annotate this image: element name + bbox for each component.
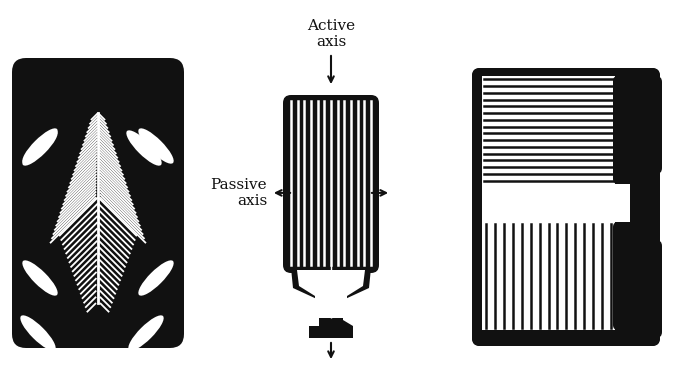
Bar (482, 76, 615, 184)
Ellipse shape (138, 261, 173, 296)
FancyBboxPatch shape (612, 240, 662, 338)
Bar (482, 184, 630, 222)
FancyBboxPatch shape (612, 76, 662, 174)
FancyBboxPatch shape (613, 222, 656, 330)
Ellipse shape (126, 130, 162, 166)
Bar (616, 80, 658, 170)
Bar (482, 222, 615, 330)
Ellipse shape (22, 261, 58, 296)
Polygon shape (297, 270, 365, 318)
Ellipse shape (20, 315, 56, 351)
Text: Active
axis: Active axis (307, 19, 355, 49)
FancyBboxPatch shape (283, 95, 379, 273)
Bar (482, 76, 615, 184)
FancyBboxPatch shape (613, 76, 656, 184)
FancyBboxPatch shape (472, 68, 660, 346)
FancyBboxPatch shape (12, 58, 184, 348)
Polygon shape (291, 268, 371, 338)
Bar (616, 244, 658, 334)
FancyBboxPatch shape (472, 68, 660, 346)
Ellipse shape (129, 315, 164, 351)
Bar (482, 184, 615, 222)
Ellipse shape (22, 130, 58, 166)
Ellipse shape (138, 128, 173, 164)
Bar (482, 222, 615, 330)
Ellipse shape (22, 128, 58, 164)
Text: Passive
axis: Passive axis (210, 178, 267, 208)
